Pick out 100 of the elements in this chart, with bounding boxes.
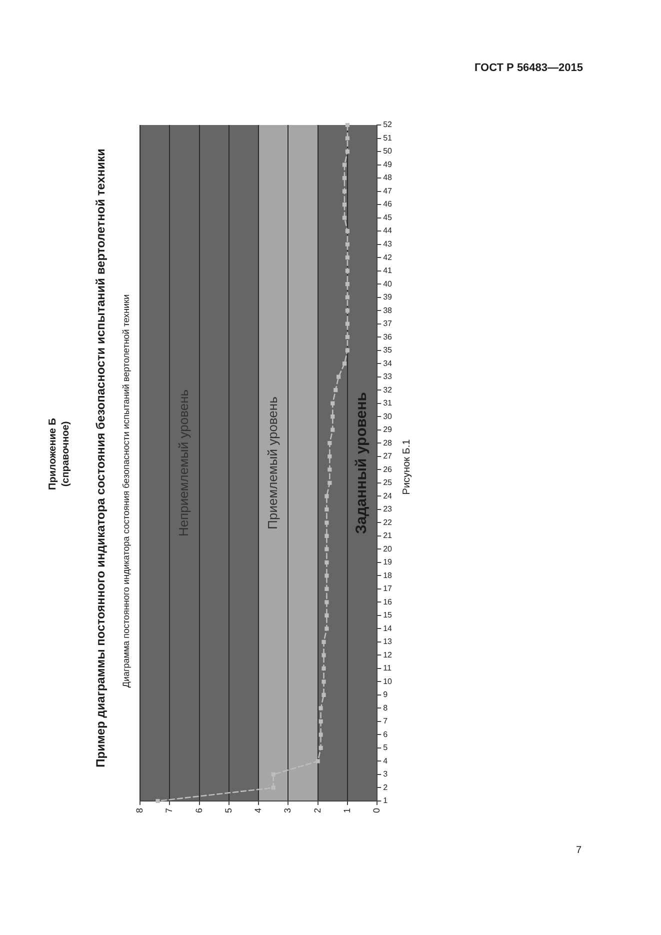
point xyxy=(345,136,350,140)
point xyxy=(342,176,347,180)
point xyxy=(345,295,350,300)
point xyxy=(324,494,329,498)
point xyxy=(324,626,329,631)
y-tick-label: 4 xyxy=(383,756,388,766)
y-tick-label: 48 xyxy=(383,173,393,182)
point xyxy=(322,692,326,698)
point xyxy=(324,600,329,604)
point xyxy=(345,282,350,286)
y-tick-label: 19 xyxy=(383,558,393,567)
y-tick-label: 9 xyxy=(383,690,388,700)
point xyxy=(345,242,350,246)
point xyxy=(336,374,341,379)
point xyxy=(342,216,347,220)
y-tick-label: 30 xyxy=(383,412,393,421)
y-tick-label: 52 xyxy=(383,120,393,130)
point xyxy=(318,746,323,750)
y-tick-label: 14 xyxy=(383,624,393,633)
point xyxy=(328,480,332,485)
y-tick-label: 50 xyxy=(383,146,393,156)
point xyxy=(342,202,347,207)
point xyxy=(345,228,350,234)
text: Пример диаграммы постоянного индикатора состояния безопасности испытаний вертолетной техники xyxy=(93,148,108,768)
point xyxy=(324,534,329,538)
y-tick-label: 8 xyxy=(383,703,388,712)
y-tick-label: 20 xyxy=(383,544,393,554)
y-tick-label: 5 xyxy=(383,743,388,752)
y-tick-label: 6 xyxy=(383,730,388,739)
y-tick-label: 38 xyxy=(383,306,393,315)
y-tick-label: 45 xyxy=(383,212,393,222)
point xyxy=(324,547,329,552)
y-tick-label: 2 xyxy=(383,782,388,792)
text: Приложение Б xyxy=(48,418,58,490)
point xyxy=(324,507,329,512)
y-tick-label: 51 xyxy=(383,133,393,142)
point xyxy=(345,268,350,273)
point xyxy=(318,706,323,710)
y-tick-label: 27 xyxy=(383,452,393,461)
x-tick-label: 0 xyxy=(372,808,382,814)
point xyxy=(345,308,350,313)
point xyxy=(328,454,332,458)
point xyxy=(330,401,335,406)
point xyxy=(322,666,326,671)
point xyxy=(318,732,323,737)
point xyxy=(330,414,335,419)
x-tick-label: 5 xyxy=(223,808,234,814)
point xyxy=(324,520,329,525)
y-tick-label: 23 xyxy=(383,504,393,514)
point xyxy=(345,322,350,326)
y-tick-label: 1 xyxy=(383,796,388,806)
y-tick-label: 22 xyxy=(383,518,393,527)
x-tick-label: 4 xyxy=(253,808,264,814)
y-tick-label: 40 xyxy=(383,279,393,288)
point xyxy=(156,798,160,804)
y-tick-label: 10 xyxy=(383,676,393,686)
point xyxy=(345,122,350,128)
point xyxy=(328,468,332,472)
y-tick-label: 37 xyxy=(383,319,393,328)
x-tick-label: 3 xyxy=(282,808,293,814)
point xyxy=(324,586,329,591)
y-tick-label: 11 xyxy=(383,664,392,673)
point xyxy=(345,348,350,352)
text: Диаграмма постоянного индикатора состояния безопасности испытаний вертолетной техники xyxy=(121,294,132,688)
y-tick-label: 17 xyxy=(383,584,393,594)
point xyxy=(345,255,350,260)
text: 7 xyxy=(576,845,582,856)
y-tick-label: 24 xyxy=(383,491,393,500)
point xyxy=(334,388,338,392)
y-tick-label: 34 xyxy=(383,358,393,368)
y-tick-label: 36 xyxy=(383,332,393,342)
point xyxy=(316,759,320,764)
y-tick-label: 29 xyxy=(383,425,393,434)
point xyxy=(342,362,347,366)
y-tick-label: 21 xyxy=(383,531,393,540)
y-tick-label: 32 xyxy=(383,385,393,394)
y-tick-label: 33 xyxy=(383,372,393,382)
y-tick-label: 47 xyxy=(383,186,393,196)
point xyxy=(345,149,350,154)
point xyxy=(324,560,329,564)
text: ГОСТ Р 56483—2015 xyxy=(474,62,583,74)
point xyxy=(328,441,332,446)
x-tick-label: 6 xyxy=(194,808,204,814)
point xyxy=(322,640,326,644)
y-tick-label: 49 xyxy=(383,160,393,169)
y-tick-label: 41 xyxy=(383,266,393,276)
y-tick-label: 44 xyxy=(383,226,393,236)
x-tick-label: 7 xyxy=(164,808,174,814)
point xyxy=(322,680,326,684)
band-label: Заданный уровень xyxy=(353,392,371,534)
point xyxy=(324,574,329,578)
y-tick-label: 7 xyxy=(383,716,388,726)
y-tick-label: 18 xyxy=(383,570,393,580)
y-tick-label: 13 xyxy=(383,637,393,646)
x-tick-label: 2 xyxy=(312,808,322,814)
point xyxy=(345,335,350,340)
point xyxy=(342,189,347,194)
point xyxy=(324,613,329,618)
y-tick-label: 25 xyxy=(383,478,393,488)
y-tick-label: 3 xyxy=(383,770,388,779)
